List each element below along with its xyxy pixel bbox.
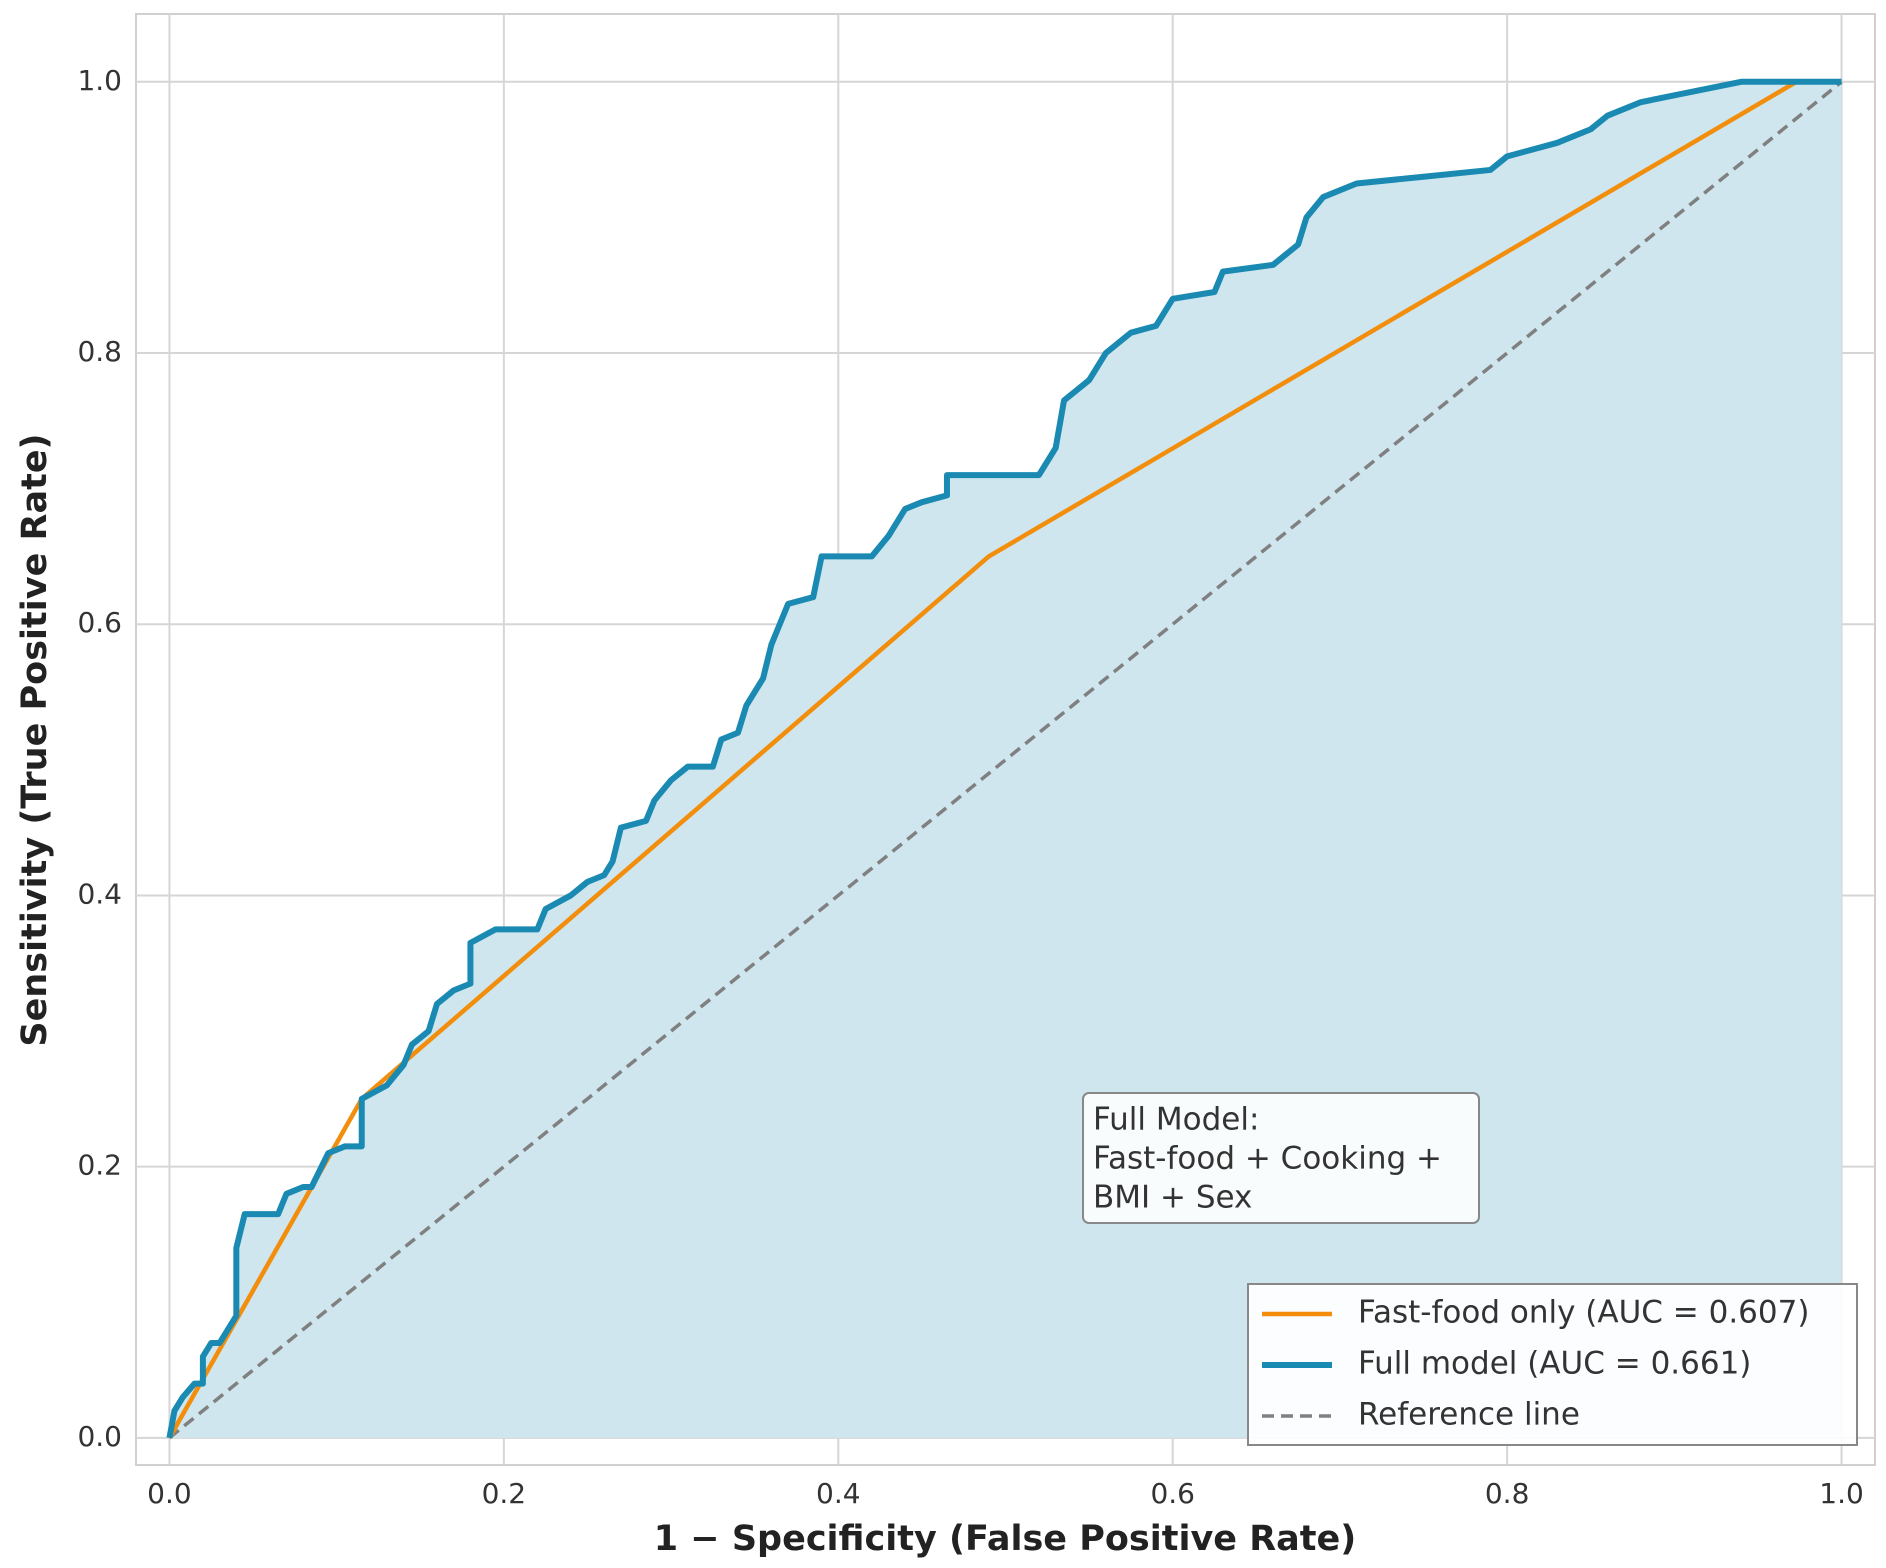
y-tick-label: 0.8: [77, 335, 122, 368]
x-tick-label: 0.0: [147, 1477, 192, 1510]
x-tick-label: 0.6: [1150, 1477, 1195, 1510]
line: [168, 80, 1843, 1440]
y-tick-label: 0.0: [77, 1420, 122, 1453]
annotation-text: BMI + Sex: [1093, 1180, 1252, 1216]
y-axis-label: Sensitivity (True Positive Rate): [15, 433, 55, 1046]
legend-label: Reference line: [1358, 1397, 1580, 1433]
annotation-box: [1082, 1092, 1480, 1224]
x-tick-label: 0.8: [1485, 1477, 1530, 1510]
annotation-text: Full Model:: [1093, 1102, 1259, 1138]
y-tick-label: 0.4: [77, 877, 122, 910]
x-tick-label: 1.0: [1819, 1477, 1864, 1510]
x-axis-label: 1 − Specificity (False Positive Rate): [654, 1519, 1356, 1559]
legend-box: [1247, 1283, 1858, 1446]
y-tick-label: 0.6: [77, 606, 122, 639]
legend-label: Full model (AUC = 0.661): [1358, 1346, 1751, 1382]
y-tick-label: 0.2: [77, 1149, 122, 1182]
x-tick-label: 0.2: [482, 1477, 527, 1510]
legend-label: Fast-food only (AUC = 0.607): [1358, 1295, 1809, 1331]
y-tick-label: 1.0: [77, 64, 122, 97]
line: [166, 78, 1842, 1439]
x-tick-label: 0.4: [816, 1477, 861, 1510]
annotation-text: Fast-food + Cooking +: [1093, 1141, 1442, 1177]
